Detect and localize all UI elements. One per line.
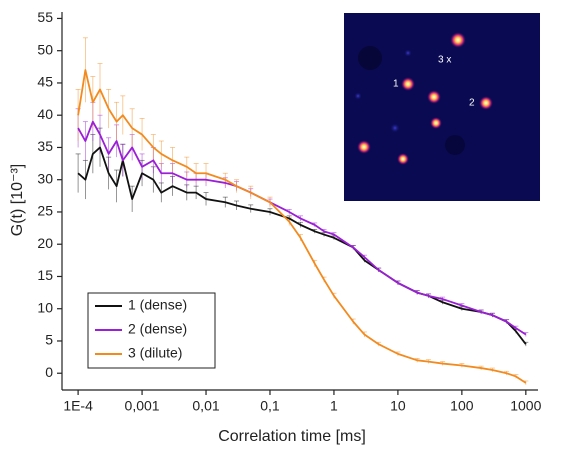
- x-tick-label: 100: [450, 398, 474, 414]
- x-tick-label: 10: [390, 398, 406, 414]
- y-tick-label: 0: [45, 364, 53, 380]
- x-tick-label: 0,001: [125, 398, 160, 414]
- bright-spot: [357, 140, 371, 154]
- bright-spot: [430, 117, 442, 129]
- legend: 1 (dense) 2 (dense) 3 (dilute): [95, 297, 187, 361]
- y-tick-label: 40: [37, 106, 53, 122]
- bright-spot: [479, 96, 493, 110]
- x-axis-label: Correlation time [ms]: [218, 428, 366, 445]
- bright-spot: [401, 77, 415, 91]
- x-tick-label: 1000: [510, 398, 541, 414]
- y-tick-label: 30: [37, 170, 53, 186]
- dim-spot: [390, 123, 400, 133]
- legend-label: 2 (dense): [128, 321, 187, 337]
- y-tick-label: 25: [37, 203, 53, 219]
- inset-image: 1 2 3 x: [344, 13, 540, 201]
- dim-spot: [354, 92, 362, 100]
- x-tick-label: 0,1: [260, 398, 280, 414]
- x-tick-label: 0,01: [192, 398, 219, 414]
- legend-label: 1 (dense): [128, 297, 187, 313]
- x-tick-label: 1: [330, 398, 338, 414]
- inset-background: [344, 13, 540, 201]
- y-tick-label: 20: [37, 235, 53, 251]
- x-tick-label: 1E-4: [63, 398, 93, 414]
- y-tick-label: 55: [37, 9, 53, 25]
- bright-spot: [427, 90, 441, 104]
- dark-spot: [445, 135, 465, 155]
- y-tick-label: 5: [45, 332, 53, 348]
- y-axis-label: G(t) [10⁻³]: [9, 164, 26, 236]
- inset-label: 3 x: [438, 55, 451, 66]
- inset-label: 2: [469, 98, 475, 109]
- bright-spot: [397, 153, 409, 165]
- legend-label: 3 (dilute): [128, 345, 182, 361]
- dark-spot: [358, 46, 382, 70]
- series-line: [77, 69, 527, 384]
- y-tick-label: 10: [37, 299, 53, 315]
- y-tick-label: 45: [37, 74, 53, 90]
- dim-spot: [404, 49, 412, 57]
- inset-label: 1: [393, 79, 399, 90]
- y-tick-label: 15: [37, 267, 53, 283]
- bright-spot: [450, 32, 466, 48]
- y-tick-label: 35: [37, 138, 53, 154]
- y-tick-label: 50: [37, 41, 53, 57]
